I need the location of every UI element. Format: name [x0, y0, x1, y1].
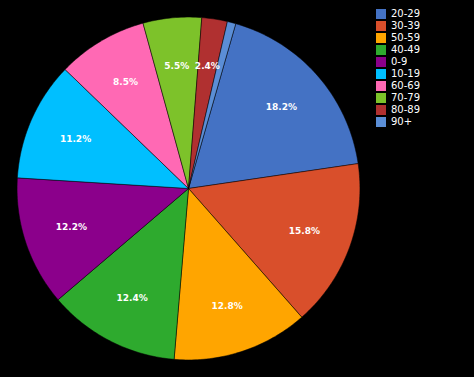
svg-text:12.8%: 12.8%: [212, 301, 243, 311]
html-text:70-79: 70-79: [391, 92, 421, 103]
svg-text:15.8%: 15.8%: [289, 226, 320, 236]
html-text:50-59: 50-59: [391, 32, 421, 43]
html-text:40-49: 40-49: [391, 44, 421, 55]
svg-text:12.4%: 12.4%: [116, 293, 147, 303]
svg-text:11.2%: 11.2%: [60, 134, 91, 144]
svg-text:2.4%: 2.4%: [195, 61, 220, 71]
html-text:80-89: 80-89: [391, 104, 421, 115]
html-text:10-19: 10-19: [391, 68, 421, 79]
html-text:0-9: 0-9: [391, 56, 408, 67]
svg-text:18.2%: 18.2%: [266, 102, 297, 112]
svg-text:5.5%: 5.5%: [164, 61, 189, 71]
html-text:20-29: 20-29: [391, 8, 421, 19]
html-text:30-39: 30-39: [391, 20, 421, 31]
html-text:60-69: 60-69: [391, 80, 421, 91]
svg-text:12.2%: 12.2%: [56, 222, 87, 232]
svg-text:8.5%: 8.5%: [113, 77, 138, 87]
html-text:90+: 90+: [391, 116, 413, 127]
